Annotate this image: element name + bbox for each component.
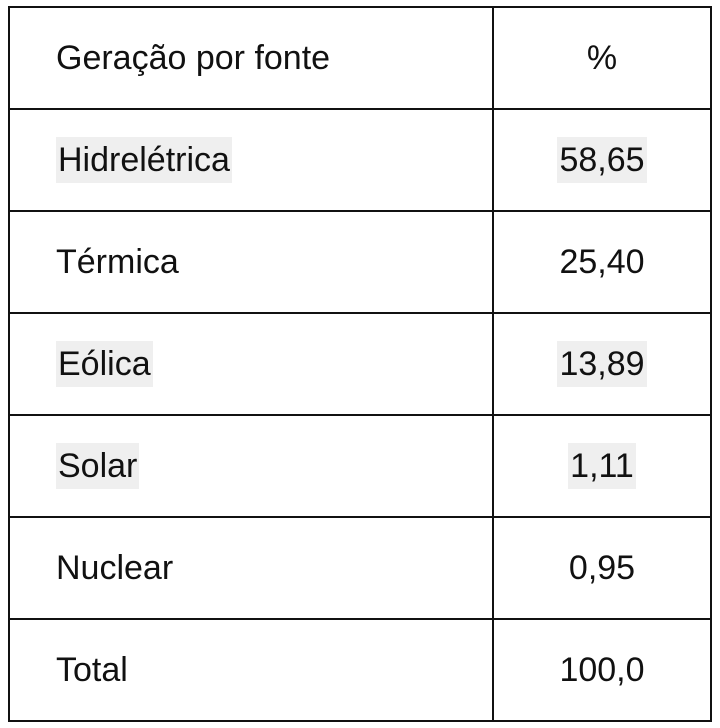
row-label: Eólica [56, 340, 153, 387]
table-cell: 100,0 [492, 618, 712, 722]
table-cell: Eólica [8, 312, 494, 416]
table-cell: Térmica [8, 210, 494, 314]
row-value: 13,89 [557, 340, 647, 387]
generation-table: Geração por fonte% Hidrelétrica 58,65 Térmi… [8, 6, 712, 722]
row-value: % [586, 38, 618, 77]
row-label: Hidrelétrica [56, 136, 232, 183]
table-row: Eólica 13,89 [8, 312, 712, 416]
row-label: Geração por fonte [56, 38, 331, 77]
row-label: Nuclear [56, 548, 174, 587]
row-value: 0,95 [568, 548, 636, 587]
row-value: 1,11 [568, 442, 636, 489]
table-cell: Geração por fonte [8, 6, 494, 110]
table-row: Total 100,0 [8, 618, 712, 722]
table-cell: 13,89 [492, 312, 712, 416]
header-row: Geração por fonte% [8, 6, 712, 110]
table-cell: 1,11 [492, 414, 712, 518]
row-label: Solar [56, 442, 140, 489]
table-row: Hidrelétrica 58,65 [8, 108, 712, 212]
row-value: 25,40 [559, 242, 645, 281]
table-row: Térmica 25,40 [8, 210, 712, 314]
table-cell: 58,65 [492, 108, 712, 212]
table-cell: Solar [8, 414, 494, 518]
table-row: Solar 1,11 [8, 414, 712, 518]
table-row: Nuclear 0,95 [8, 516, 712, 620]
row-value: 100,0 [559, 650, 645, 689]
table-cell: Total [8, 618, 494, 722]
table-body: Geração por fonte% Hidrelétrica 58,65 Térmi… [8, 6, 712, 722]
table-cell: 0,95 [492, 516, 712, 620]
table-cell: 25,40 [492, 210, 712, 314]
table-cell: Hidrelétrica [8, 108, 494, 212]
table-cell: Nuclear [8, 516, 494, 620]
row-label: Total [56, 650, 128, 689]
table-cell: % [492, 6, 712, 110]
row-value: 58,65 [557, 136, 647, 183]
row-label: Térmica [56, 242, 179, 281]
